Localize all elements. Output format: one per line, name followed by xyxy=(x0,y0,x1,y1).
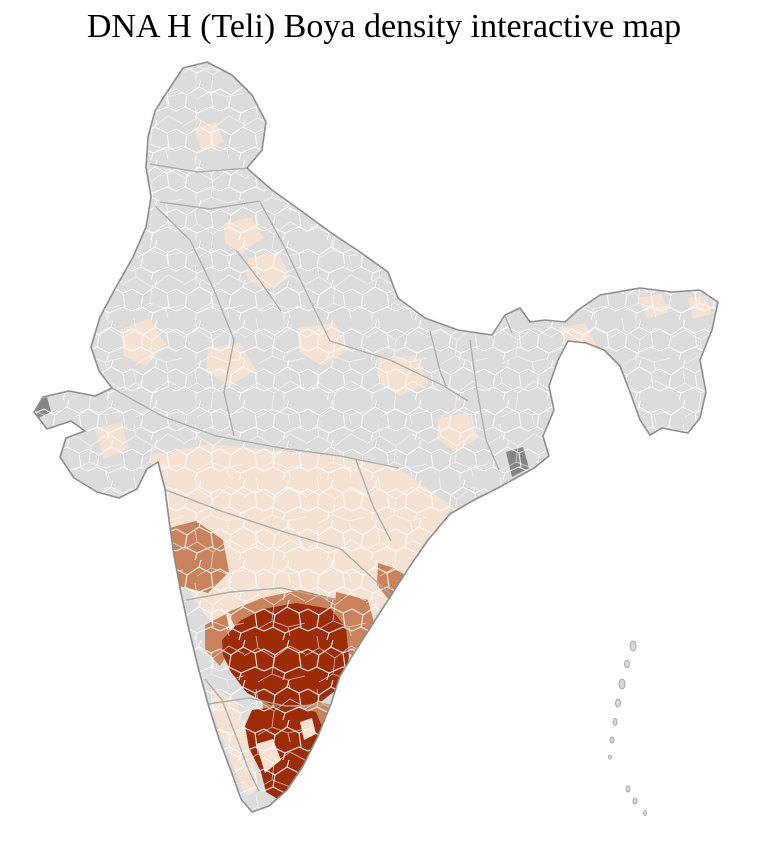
state-borders xyxy=(111,163,612,792)
island[interactable] xyxy=(612,718,618,726)
island[interactable] xyxy=(632,797,638,805)
page-title: DNA H (Teli) Boya density interactive ma… xyxy=(86,8,682,45)
district-boundaries-overlay-2 xyxy=(34,62,718,812)
island[interactable] xyxy=(615,698,621,708)
island[interactable] xyxy=(629,640,637,652)
island[interactable] xyxy=(625,785,631,793)
island[interactable] xyxy=(624,659,630,669)
island[interactable] xyxy=(608,754,612,760)
island[interactable] xyxy=(609,736,615,744)
island[interactable] xyxy=(643,810,647,816)
island[interactable] xyxy=(618,678,626,690)
andaman-nicobar-islands[interactable] xyxy=(608,640,647,816)
india-outline xyxy=(33,61,719,813)
